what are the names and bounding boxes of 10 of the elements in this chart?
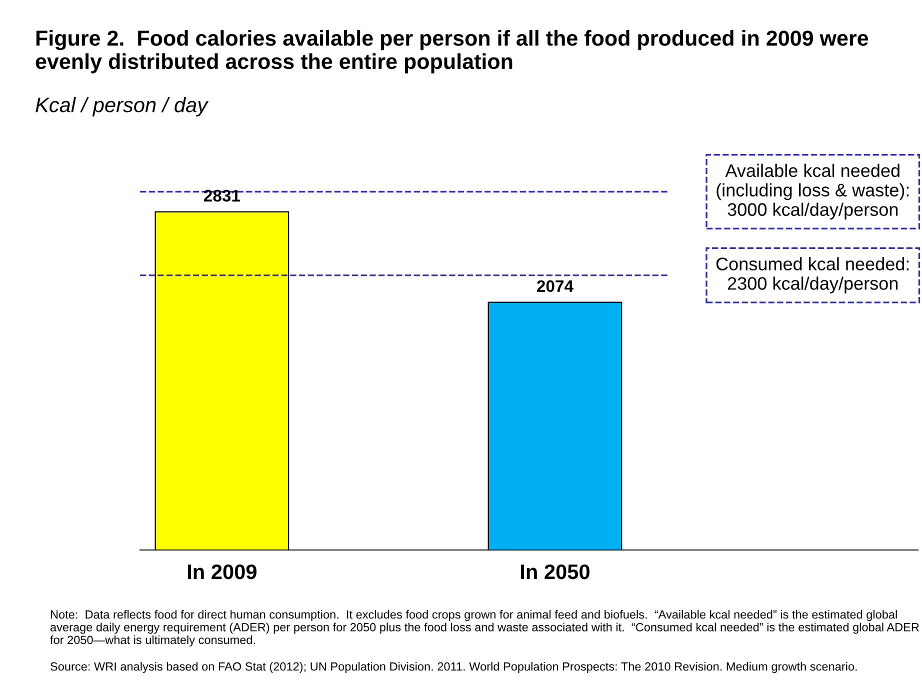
chart-title: Figure 2. Food calories available per person if all the food produced in 2009 were evenly distributed across the entire population [36, 30, 868, 74]
x-tick-label: In 2050 [521, 564, 590, 580]
x-tick-label: In 2009 [188, 564, 256, 580]
ref-line-label: Available kcal needed (including loss & waste): 3000 kcal/day/person [716, 164, 909, 220]
chart-subtitle: Kcal / person / day [36, 97, 209, 116]
text: Note: Data reflects food for direct human consumption. It excludes food crops grown for animal feed and biofuels. “Available kcal needed” is the estimated global average daily energy requirement (ADER) per person for 2050 plus the food loss and waste associated with it. “Consumed kcal needed” is the estimated global ADER for 2050—what is ultimately consumed. [50, 610, 919, 646]
source-note: Source: WRI analysis based on FAO Stat (2012); UN Population Division. 2011. World Population Prospects: The 2010 Revision. Medium growth scenario. [50, 662, 857, 674]
data-label: 2831 [204, 190, 240, 202]
data-label: 2074 [537, 280, 574, 292]
ref-line-label: Consumed kcal needed: 2300 kcal/day/person [716, 257, 909, 294]
